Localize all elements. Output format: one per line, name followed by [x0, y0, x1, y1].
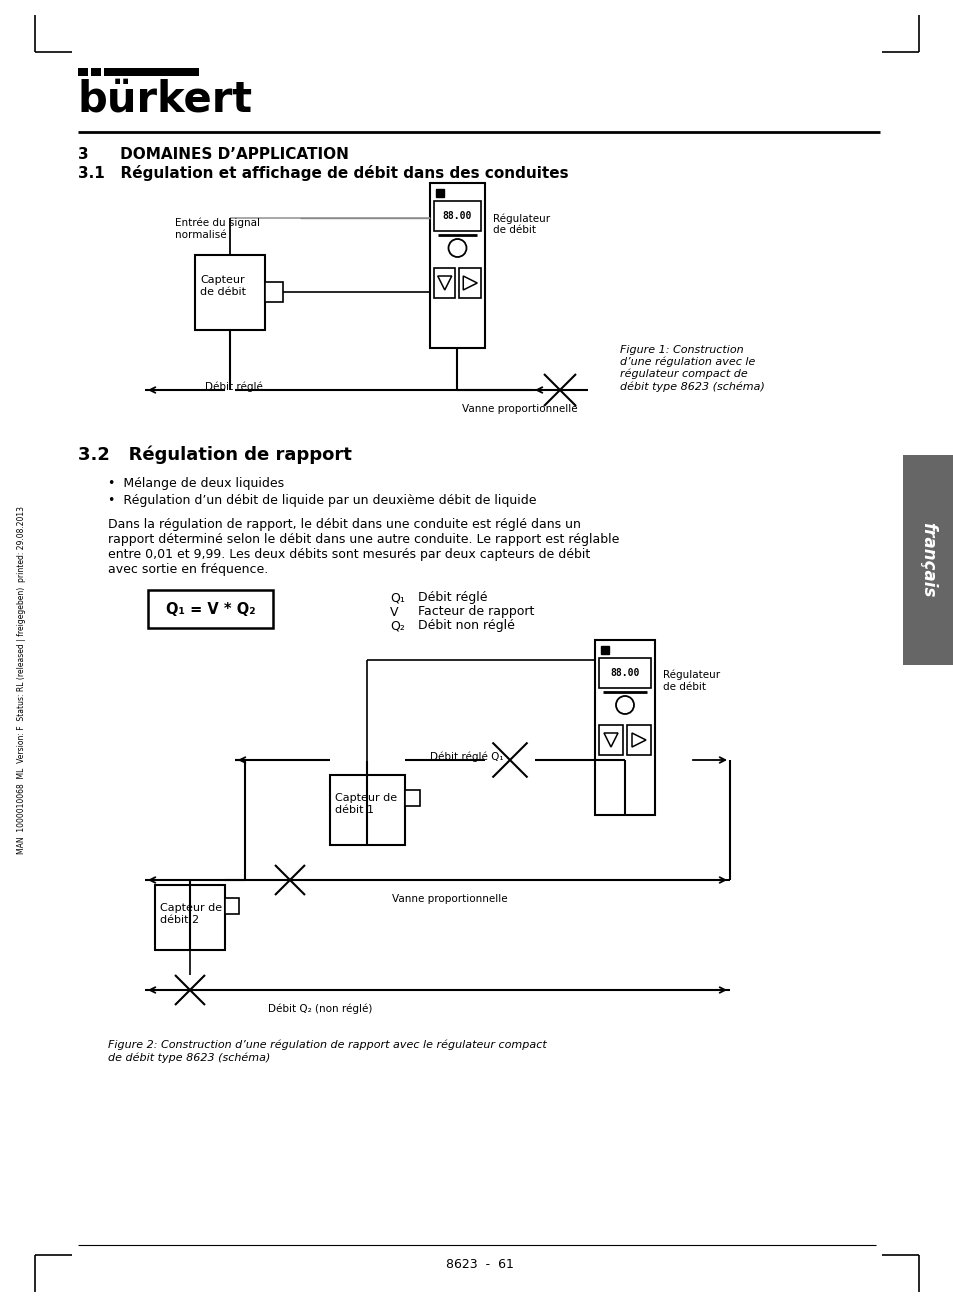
Text: Régulateur
de débit: Régulateur de débit	[493, 213, 550, 235]
Bar	[78, 68, 88, 76]
Text: Figure 2: Construction d’une régulation de rapport avec le régulateur compact
de: Figure 2: Construction d’une régulation …	[108, 1040, 546, 1063]
Text: Facteur de rapport: Facteur de rapport	[417, 605, 534, 618]
Text: Débit réglé: Débit réglé	[205, 382, 263, 392]
Bar	[902, 455, 953, 665]
Text: Q₂: Q₂	[390, 620, 404, 633]
Text: Débit réglé Q₁: Débit réglé Q₁	[430, 752, 503, 762]
Bar	[104, 68, 199, 76]
Bar	[626, 725, 650, 755]
Text: bürkert: bürkert	[78, 78, 253, 120]
Text: 88.00: 88.00	[610, 668, 639, 678]
Bar	[434, 201, 480, 231]
Bar	[194, 255, 265, 329]
Text: •  Régulation d’un débit de liquide par un deuxième débit de liquide: • Régulation d’un débit de liquide par u…	[108, 494, 536, 507]
Bar	[148, 589, 273, 627]
Bar	[330, 775, 405, 846]
Text: Capteur
de débit: Capteur de débit	[200, 274, 246, 297]
Text: Dans la régulation de rapport, le débit dans une conduite est réglé dans un
rapp: Dans la régulation de rapport, le débit …	[108, 518, 618, 576]
Text: Q₁: Q₁	[390, 592, 404, 605]
Bar	[405, 789, 419, 806]
Text: Capteur de
débit 1: Capteur de débit 1	[335, 793, 396, 814]
Text: français: français	[919, 523, 937, 597]
Bar	[434, 268, 455, 298]
Bar	[598, 657, 650, 687]
Text: Débit réglé: Débit réglé	[417, 592, 487, 605]
Bar	[154, 885, 225, 950]
Text: Figure 1: Construction
d’une régulation avec le
régulateur compact de
débit type: Figure 1: Construction d’une régulation …	[619, 345, 764, 392]
Text: 8623  -  61: 8623 - 61	[446, 1259, 514, 1270]
Bar	[600, 646, 608, 654]
Text: 88.00: 88.00	[442, 210, 472, 221]
Text: Régulateur
de débit: Régulateur de débit	[662, 670, 720, 693]
Text: Débit Q₂ (non réglé): Débit Q₂ (non réglé)	[268, 1004, 372, 1014]
Text: Q₁ = V * Q₂: Q₁ = V * Q₂	[166, 601, 255, 617]
Text: Entrée du signal
normalisé: Entrée du signal normalisé	[174, 218, 260, 240]
Bar	[265, 282, 283, 302]
Bar	[459, 268, 480, 298]
Text: 3.1   Régulation et affichage de débit dans des conduites: 3.1 Régulation et affichage de débit dan…	[78, 165, 568, 180]
Bar	[225, 898, 239, 914]
Bar	[595, 640, 655, 816]
Bar	[436, 190, 443, 197]
Text: Capteur de
débit 2: Capteur de débit 2	[160, 903, 222, 924]
Text: Vanne proportionnelle: Vanne proportionnelle	[461, 404, 578, 414]
Text: MAN  1000010068  ML  Version: F  Status: RL (released | freigegeben)  printed: 2: MAN 1000010068 ML Version: F Status: RL …	[17, 506, 27, 853]
Bar	[430, 183, 484, 348]
Text: •  Mélange de deux liquides: • Mélange de deux liquides	[108, 477, 284, 490]
Text: Vanne proportionnelle: Vanne proportionnelle	[392, 894, 507, 904]
Text: V: V	[390, 605, 398, 618]
Text: 3.2   Régulation de rapport: 3.2 Régulation de rapport	[78, 444, 352, 464]
Bar	[91, 68, 101, 76]
Text: 3      DOMAINES D’APPLICATION: 3 DOMAINES D’APPLICATION	[78, 146, 349, 162]
Text: Débit non réglé: Débit non réglé	[417, 620, 515, 633]
Bar	[598, 725, 622, 755]
